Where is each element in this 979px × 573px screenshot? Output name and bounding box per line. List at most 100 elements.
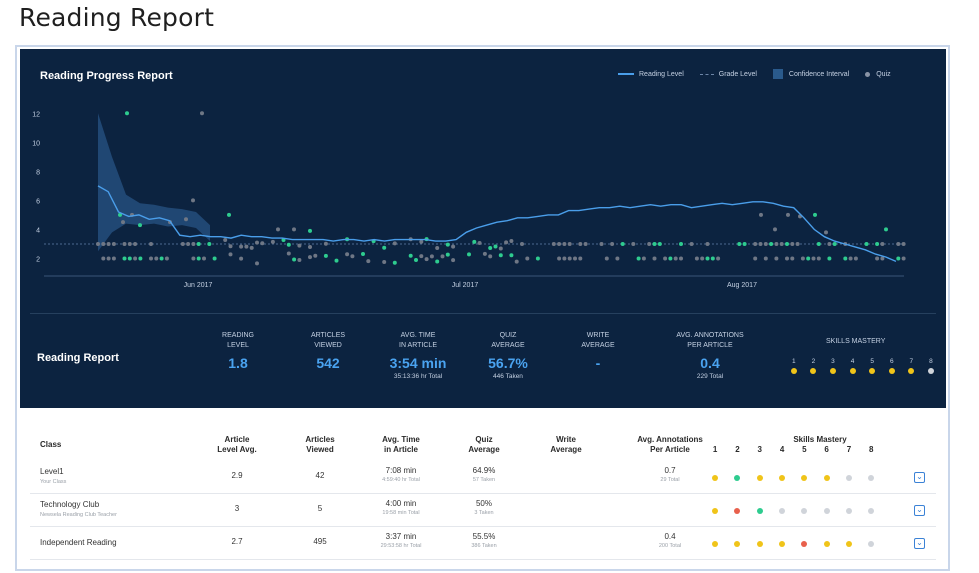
col-header-level[interactable]: Article Level Avg. (207, 435, 267, 455)
quiz-dot-passed (127, 256, 132, 261)
annotations-cell: 0.4 200 Total (630, 532, 710, 549)
skill-dot[interactable] (771, 508, 793, 514)
skill-dot[interactable] (704, 541, 726, 547)
articles-viewed-cell: 5 (290, 504, 350, 513)
skill-dot[interactable] (749, 541, 771, 547)
col-header-skill-numbers: 1 2 3 4 5 6 7 8 (704, 445, 882, 454)
skill-dot[interactable] (815, 508, 837, 514)
metric-label: WRITE (586, 332, 610, 339)
metric-label: IN ARTICLE (399, 342, 437, 349)
quiz-dot (451, 244, 456, 249)
skill-dot[interactable] (704, 475, 726, 481)
col-header-annotations[interactable]: Avg. Annotations Per Article (630, 435, 710, 455)
metric-avg-time: AVG. TIME IN ARTICLE 3:54 min 35:13:36 h… (373, 331, 463, 380)
legend-reading-level[interactable]: Reading Level (618, 71, 684, 78)
quiz-dot (482, 251, 487, 256)
avg-time-cell-subtext: 4:59:40 hr Total (382, 477, 420, 483)
metric-subtext: 446 Taken (493, 373, 523, 380)
skill-dot[interactable] (815, 475, 837, 481)
quiz-dot (125, 111, 129, 116)
col-header-viewed[interactable]: Articles Viewed (290, 435, 350, 455)
quiz-dot (154, 256, 159, 261)
skill-dot[interactable] (793, 508, 815, 514)
skill-dot-mark (779, 508, 786, 514)
quiz-dot (186, 241, 191, 246)
quiz-dot (525, 256, 530, 261)
skill-dot[interactable] (726, 508, 748, 514)
quiz-dot-passed (334, 258, 339, 263)
quiz-dot-passed (286, 242, 291, 247)
skill-dot-mark (790, 368, 797, 374)
skill-dot[interactable] (815, 541, 837, 547)
skill-dot[interactable] (784, 368, 804, 374)
skill-number: 8 (929, 358, 933, 365)
skill-dot[interactable] (823, 368, 843, 374)
class-name-cell[interactable]: Technology Club Newsela Reading Club Teac… (40, 500, 117, 518)
skill-dot[interactable] (793, 541, 815, 547)
skill-dot[interactable] (902, 368, 922, 374)
skill-dot[interactable] (838, 508, 860, 514)
page-title: Reading Report (19, 3, 215, 32)
skill-dot[interactable] (726, 475, 748, 481)
metric-value: 56.7% (488, 355, 528, 371)
annotations-cell-subtext: 200 Total (658, 543, 682, 549)
skill-dot[interactable] (838, 475, 860, 481)
skill-dot[interactable] (804, 368, 824, 374)
table-row: Technology Club Newsela Reading Club Teac… (30, 494, 936, 527)
col-header-quiz[interactable]: Quiz Average (454, 435, 514, 455)
skill-dot[interactable] (862, 368, 882, 374)
quiz-dot (562, 256, 567, 261)
skill-dot[interactable] (704, 508, 726, 514)
col-header-skills: Skills Mastery (793, 435, 847, 444)
class-name[interactable]: Independent Reading (40, 538, 117, 547)
metric-write-average: WRITE AVERAGE - (568, 331, 628, 371)
chart-title: Reading Progress Report (40, 70, 173, 82)
avg-time-cell-value: 4:00 min (385, 499, 417, 508)
legend-quiz[interactable]: Quiz (865, 71, 891, 78)
skill-dot[interactable] (860, 541, 882, 547)
class-name[interactable]: Technology Club (40, 500, 100, 509)
skill-dot[interactable] (749, 475, 771, 481)
quiz-dot (121, 220, 125, 225)
quiz-dot (779, 241, 784, 246)
expand-row-chevron-icon[interactable]: ⌄ (914, 505, 925, 516)
skill-dot[interactable] (882, 368, 902, 374)
class-name-cell[interactable]: Level1 Your Class (40, 467, 66, 485)
avg-time-cell: 3:37 min 29:53:58 hr Total (361, 532, 441, 549)
area-swatch-icon (772, 69, 783, 79)
skill-dot[interactable] (793, 475, 815, 481)
quiz-dot (308, 255, 312, 260)
metric-subtext: 35:13:36 hr Total (393, 373, 443, 380)
skill-dot[interactable] (726, 541, 748, 547)
article-level-cell: 3 (207, 504, 267, 513)
y-tick-label: 6 (36, 198, 40, 205)
col-header-skill-number: 2 (735, 445, 740, 454)
skill-dot[interactable] (838, 541, 860, 547)
col-header-write[interactable]: Write Average (536, 435, 596, 455)
quiz-dot (848, 256, 853, 261)
skill-dot[interactable] (860, 475, 882, 481)
quiz-dot (599, 241, 604, 246)
skill-dot[interactable] (749, 508, 771, 514)
expand-row-chevron-icon[interactable]: ⌄ (914, 538, 925, 549)
article-level-cell-value: 3 (234, 504, 240, 513)
legend-confidence-interval[interactable]: Confidence Interval (772, 69, 849, 79)
quiz-dot (260, 241, 265, 246)
expand-row-chevron-icon[interactable]: ⌄ (914, 472, 925, 483)
class-name[interactable]: Level1 (40, 467, 64, 476)
col-header-time[interactable]: Avg. Time in Article (371, 435, 431, 455)
quiz-dot (133, 241, 138, 246)
quiz-average-cell-value: 64.9% (472, 466, 496, 475)
skill-dot-mark (779, 475, 786, 481)
skill-dot[interactable] (771, 475, 793, 481)
skill-dot[interactable] (860, 508, 882, 514)
col-header-class[interactable]: Class (40, 440, 62, 449)
quiz-dot (901, 241, 906, 246)
skill-dot[interactable] (771, 541, 793, 547)
metric-value: - (595, 355, 601, 371)
skill-dot[interactable] (843, 368, 863, 374)
col-header-line: Articles (305, 435, 335, 444)
skill-dot[interactable] (921, 368, 941, 374)
class-name-cell[interactable]: Independent Reading (40, 538, 117, 547)
legend-grade-level[interactable]: Grade Level (699, 71, 757, 78)
